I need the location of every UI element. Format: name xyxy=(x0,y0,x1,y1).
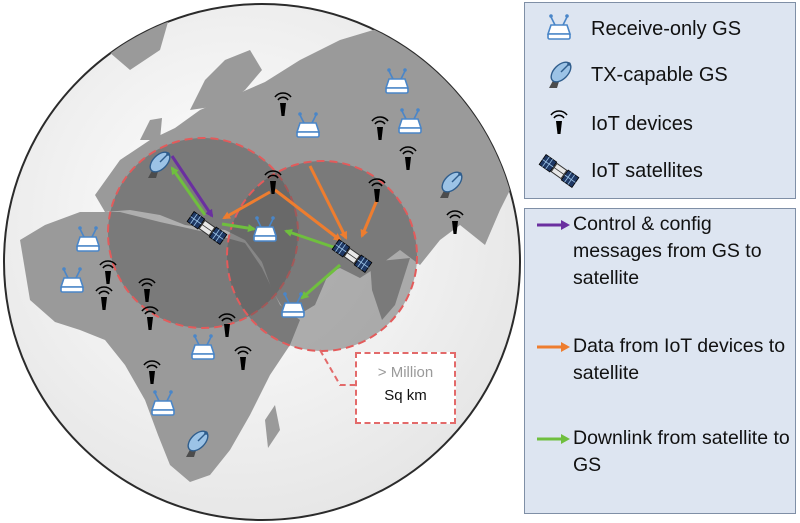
callout-line-1: > Million xyxy=(377,364,434,381)
arrow-legend: Control & config messages from GS to sat… xyxy=(524,208,796,514)
eurasia-landmass xyxy=(95,28,520,300)
legend-item-receive-gs: Receive-only GS xyxy=(537,11,741,47)
data-arrow-iot-north xyxy=(308,165,348,240)
data-arrow-iot-far-east xyxy=(360,199,379,238)
legend-label: Data from IoT devices to satellite xyxy=(573,335,786,384)
legend-label: IoT satellites xyxy=(591,159,703,182)
british-isles-landmass xyxy=(140,118,162,140)
downlink-arrow-gs-center xyxy=(221,222,256,233)
coverage-area-callout: > Million Sq km xyxy=(355,352,456,424)
coverage-circle-west xyxy=(107,137,299,329)
madagascar-landmass xyxy=(265,405,280,448)
data-arrow-iot-center xyxy=(222,190,271,220)
scandinavia-landmass xyxy=(190,50,262,110)
legend-label: TX-capable GS xyxy=(591,63,728,86)
legend-label: IoT devices xyxy=(591,112,693,135)
data-arrow-iot-east xyxy=(274,188,342,242)
downlink-arrow-gs-northwest xyxy=(170,166,207,216)
legend-item-downlink-arrow: Downlink from satellite to GS xyxy=(535,425,793,479)
link-arrows xyxy=(170,155,379,300)
green-arrow-icon xyxy=(537,434,570,444)
legend-label: Control & config messages from GS to sat… xyxy=(573,213,762,289)
legend-item-tx-gs: TX-capable GS xyxy=(537,57,728,93)
callout-pointer xyxy=(319,349,356,386)
legend-label: Downlink from satellite to GS xyxy=(573,427,790,476)
orange-arrow-icon xyxy=(537,342,570,352)
purple-arrow-icon xyxy=(537,220,570,230)
downlink-arrow-gs-south xyxy=(300,263,341,300)
legend-item-iot-devices: IoT devices xyxy=(537,106,693,142)
downlink-arrow-gs-middle xyxy=(284,229,343,252)
callout-line-2: Sq km xyxy=(384,387,427,404)
legend-item-data-arrow: Data from IoT devices to satellite xyxy=(535,333,793,387)
legend-label: Receive-only GS xyxy=(591,17,742,40)
coverage-footprints xyxy=(107,137,418,352)
arabia-landmass xyxy=(262,248,330,320)
iot-satellite-icon xyxy=(537,153,581,189)
control-arrow xyxy=(170,155,214,218)
iot-device-icon xyxy=(537,106,581,142)
receive-only-gs-icon xyxy=(537,11,581,47)
tx-capable-gs-icon xyxy=(537,57,581,93)
legend-item-control-arrow: Control & config messages from GS to sat… xyxy=(535,211,793,292)
legend-item-iot-satellites: IoT satellites xyxy=(537,153,703,189)
coverage-circle-east xyxy=(226,160,418,352)
icon-legend: Receive-only GS TX-capable GS IoT device… xyxy=(524,2,796,199)
india-landmass xyxy=(370,258,410,320)
